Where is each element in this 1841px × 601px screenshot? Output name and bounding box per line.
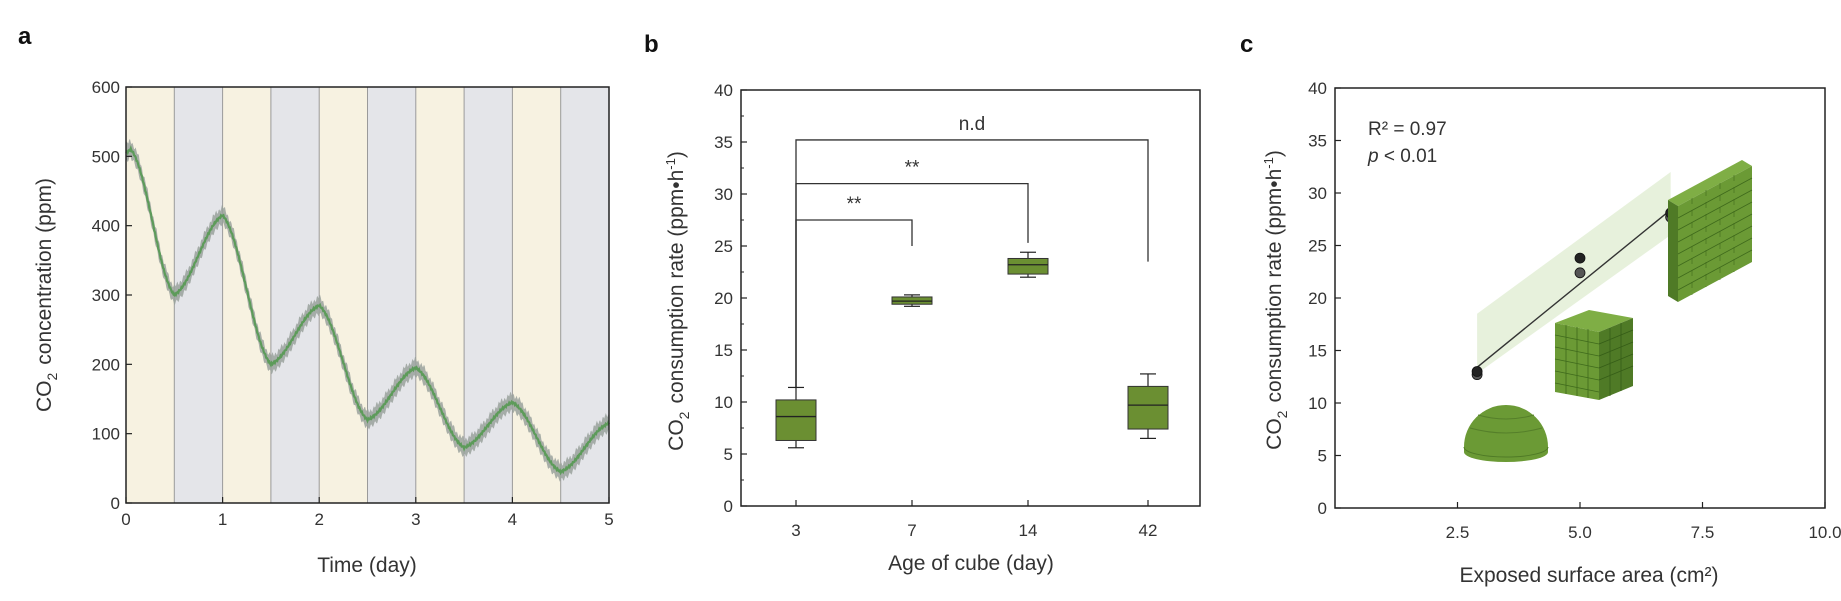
y-tick-label-5: 500 <box>92 147 120 166</box>
panel-b-chart: 0 5 10 15 20 25 30 35 40 3 7 14 42 ** ** n.d Age of cu… <box>663 81 1201 575</box>
y-tick-label-6: 600 <box>92 78 120 97</box>
y-label-a-prefix: CO <box>33 381 56 413</box>
y-tick-label-4: 400 <box>92 217 120 236</box>
y-tick-label-1: 5 <box>724 445 733 464</box>
y-tick-label-0: 0 <box>1318 499 1327 518</box>
box-plots <box>775 251 1169 449</box>
y-tick-label-6: 30 <box>714 185 733 204</box>
x-axis-label-c: Exposed surface area (cm²) <box>1459 564 1718 587</box>
x-tick-label-1: 7 <box>907 521 916 540</box>
y-label-b-suffix: consumption rate (ppm•h <box>665 170 688 404</box>
dome-shape-icon <box>1463 405 1549 462</box>
y-label-c-suffix: consumption rate (ppm•h <box>1263 169 1286 403</box>
y-axis-label-c: CO2 consumption rate (ppm•h-1) <box>1261 150 1290 450</box>
regression-fit <box>1476 172 1672 374</box>
brick-wall-shape-icon <box>1668 160 1753 302</box>
axis-ticks-a: 0 1 2 3 4 5 0 100 200 300 400 500 600 <box>92 78 614 529</box>
y-label-c-prefix: CO <box>1263 418 1286 450</box>
y-label-b-close: ) <box>665 151 688 158</box>
fit-line <box>1476 209 1672 368</box>
y-label-a-suffix: concentration (ppm) <box>33 178 56 365</box>
significance-brackets: ** ** n.d <box>795 114 1149 388</box>
x-tick-label-2: 7.5 <box>1691 523 1715 542</box>
y-label-b-prefix: CO <box>665 419 688 451</box>
y-tick-label-1: 5 <box>1318 447 1327 466</box>
p-value-rest: < 0.01 <box>1379 146 1438 167</box>
panel-label-a: a <box>18 23 32 50</box>
x-tick-label-1: 5.0 <box>1568 523 1592 542</box>
p-value-italic: p <box>1367 146 1379 167</box>
x-tick-label-1: 1 <box>218 510 227 529</box>
y-label-b-sub: 2 <box>676 411 692 419</box>
p-value-annotation: p < 0.01 <box>1367 146 1437 167</box>
y-tick-label-0: 0 <box>724 497 733 516</box>
data-point-1 <box>1471 366 1483 377</box>
y-label-b-sup: -1 <box>663 158 678 170</box>
y-axis-label-a: CO2 concentration (ppm) <box>33 178 60 412</box>
y-label-c-close: ) <box>1263 150 1286 157</box>
y-tick-label-3: 15 <box>714 341 733 360</box>
r-squared-annotation: R² = 0.97 <box>1368 119 1447 140</box>
y-tick-label-7: 35 <box>714 133 733 152</box>
data-point-3 <box>1574 252 1586 264</box>
co2-concentration-series <box>125 139 610 482</box>
y-tick-label-4: 20 <box>714 289 733 308</box>
y-tick-label-4: 20 <box>1308 289 1327 308</box>
bracket-2 <box>795 139 1149 388</box>
y-axis-label-b: CO2 consumption rate (ppm•h-1) <box>663 151 692 451</box>
y-tick-label-6: 30 <box>1308 184 1327 203</box>
y-tick-label-2: 200 <box>92 355 120 374</box>
x-axis-label-a: Time (day) <box>317 554 417 577</box>
confidence-band <box>1477 172 1671 374</box>
y-tick-label-0: 0 <box>111 494 120 513</box>
cube-shape-icon <box>1554 310 1634 400</box>
y-tick-label-2: 10 <box>1308 394 1327 413</box>
panel-label-c: c <box>1240 31 1253 58</box>
band-3 <box>270 87 320 503</box>
band-5 <box>367 87 416 503</box>
y-label-a-sub: 2 <box>44 373 60 381</box>
plot-frame-b <box>740 89 1201 507</box>
x-tick-label-0: 3 <box>791 521 800 540</box>
box-2 <box>1007 257 1049 275</box>
x-tick-label-5: 5 <box>604 510 613 529</box>
y-tick-label-2: 10 <box>714 393 733 412</box>
y-tick-label-5: 25 <box>714 237 733 256</box>
band-4 <box>319 87 368 503</box>
bracket-label-2: n.d <box>959 114 985 135</box>
x-tick-label-0: 0 <box>121 510 130 529</box>
y-label-c-sub: 2 <box>1274 410 1290 418</box>
y-tick-label-3: 300 <box>92 286 120 305</box>
y-tick-label-1: 100 <box>92 425 120 444</box>
x-tick-label-2: 14 <box>1019 521 1038 540</box>
x-tick-label-2: 2 <box>314 510 323 529</box>
bracket-label-1: ** <box>905 158 920 179</box>
y-tick-label-8: 40 <box>1308 79 1327 98</box>
y-tick-label-5: 25 <box>1308 237 1327 256</box>
box-0 <box>775 399 817 441</box>
y-tick-label-3: 15 <box>1308 342 1327 361</box>
x-tick-label-3: 42 <box>1139 521 1158 540</box>
axis-ticks-b: 0 5 10 15 20 25 30 35 40 3 7 14 42 <box>714 81 1157 540</box>
panel-label-b: b <box>644 31 659 58</box>
bracket-1 <box>795 182 1029 388</box>
x-axis-label-b: Age of cube (day) <box>888 552 1054 575</box>
x-tick-label-4: 4 <box>508 510 517 529</box>
x-tick-label-3: 3 <box>411 510 420 529</box>
data-point-2 <box>1574 267 1586 279</box>
bracket-label-0: ** <box>847 194 862 215</box>
x-tick-label-0: 2.5 <box>1446 523 1470 542</box>
box-3 <box>1127 385 1169 430</box>
y-label-c-sup: -1 <box>1261 157 1276 169</box>
axis-ticks-c: 0 5 10 15 20 25 30 35 40 2.5 5.0 7.5 10.0 <box>1308 79 1841 542</box>
y-tick-label-8: 40 <box>714 81 733 100</box>
mean-line <box>125 144 610 476</box>
y-tick-label-7: 35 <box>1308 132 1327 151</box>
x-tick-label-3: 10.0 <box>1808 523 1841 542</box>
variance-band <box>126 139 609 482</box>
